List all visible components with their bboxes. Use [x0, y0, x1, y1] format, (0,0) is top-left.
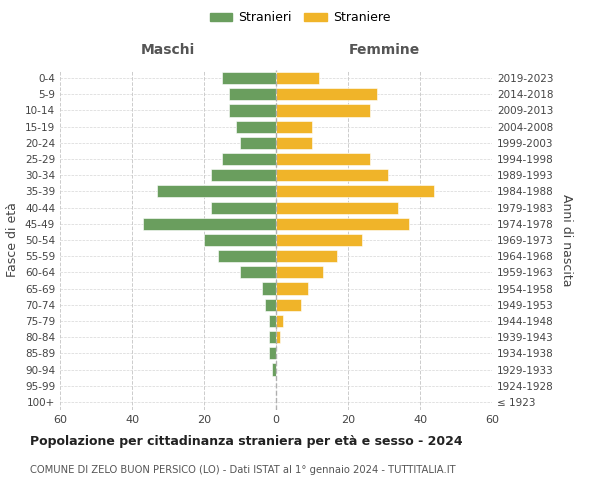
Bar: [269, 315, 276, 327]
Bar: [265, 298, 276, 311]
Text: COMUNE DI ZELO BUON PERSICO (LO) - Dati ISTAT al 1° gennaio 2024 - TUTTITALIA.IT: COMUNE DI ZELO BUON PERSICO (LO) - Dati …: [30, 465, 455, 475]
Bar: [276, 250, 337, 262]
Legend: Stranieri, Straniere: Stranieri, Straniere: [205, 6, 395, 29]
Bar: [157, 186, 276, 198]
Bar: [276, 234, 362, 246]
Bar: [262, 282, 276, 294]
Bar: [276, 202, 398, 213]
Bar: [269, 331, 276, 343]
Bar: [222, 72, 276, 84]
Bar: [276, 169, 388, 181]
Text: Femmine: Femmine: [349, 44, 419, 58]
Bar: [276, 282, 308, 294]
Bar: [211, 202, 276, 213]
Bar: [276, 218, 409, 230]
Bar: [276, 72, 319, 84]
Y-axis label: Anni di nascita: Anni di nascita: [560, 194, 573, 286]
Bar: [276, 137, 312, 149]
Bar: [229, 88, 276, 101]
Bar: [276, 331, 280, 343]
Bar: [236, 120, 276, 132]
Bar: [272, 364, 276, 376]
Bar: [222, 153, 276, 165]
Bar: [276, 104, 370, 117]
Bar: [276, 88, 377, 101]
Bar: [240, 137, 276, 149]
Bar: [229, 104, 276, 117]
Text: Popolazione per cittadinanza straniera per età e sesso - 2024: Popolazione per cittadinanza straniera p…: [30, 435, 463, 448]
Bar: [269, 348, 276, 360]
Text: Maschi: Maschi: [141, 44, 195, 58]
Bar: [204, 234, 276, 246]
Bar: [143, 218, 276, 230]
Bar: [240, 266, 276, 278]
Bar: [218, 250, 276, 262]
Bar: [276, 186, 434, 198]
Bar: [276, 315, 283, 327]
Bar: [276, 120, 312, 132]
Bar: [276, 153, 370, 165]
Bar: [276, 298, 301, 311]
Bar: [276, 266, 323, 278]
Y-axis label: Fasce di età: Fasce di età: [7, 202, 19, 278]
Bar: [211, 169, 276, 181]
